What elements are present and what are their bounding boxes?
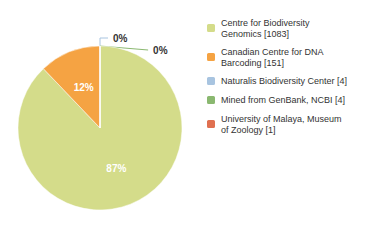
svg-text:University of Malaya, Museum: University of Malaya, Museum bbox=[221, 114, 342, 124]
svg-text:Canadian Centre for DNA: Canadian Centre for DNA bbox=[221, 47, 324, 57]
svg-text:of Zoology [1]: of Zoology [1] bbox=[221, 125, 276, 135]
svg-text:Naturalis Biodiversity Center: Naturalis Biodiversity Center [4] bbox=[221, 76, 347, 86]
svg-text:Centre for Biodiversity: Centre for Biodiversity bbox=[221, 18, 310, 28]
svg-text:Genomics [1083]: Genomics [1083] bbox=[221, 29, 289, 39]
svg-text:Barcoding [151]: Barcoding [151] bbox=[221, 58, 284, 68]
svg-text:12%: 12% bbox=[74, 82, 94, 93]
svg-text:0%: 0% bbox=[113, 33, 128, 44]
svg-text:Mined from GenBank, NCBI [4]: Mined from GenBank, NCBI [4] bbox=[221, 95, 345, 105]
svg-text:0%: 0% bbox=[153, 45, 168, 56]
svg-text:87%: 87% bbox=[106, 163, 126, 174]
